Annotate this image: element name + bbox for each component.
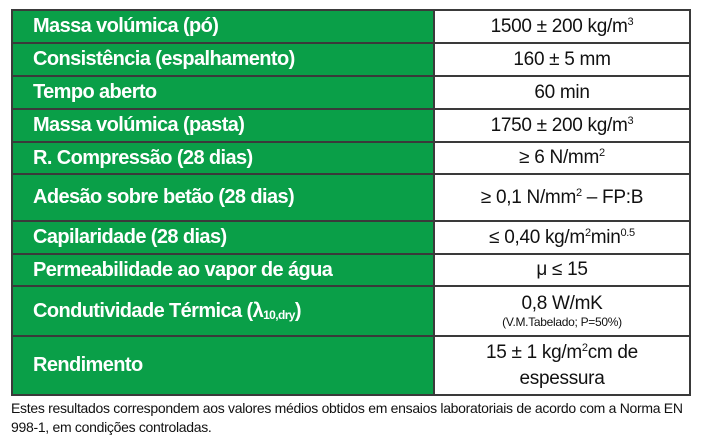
table-row: Consistência (espalhamento) 160 ± 5 mm: [11, 42, 691, 77]
table-row: Massa volúmica (pasta) 1750 ± 200 kg/m3: [11, 108, 691, 143]
property-value: ≥ 6 N/mm2: [433, 141, 691, 175]
property-label: Adesão sobre betão (28 dias): [11, 173, 435, 222]
property-value: 60 min: [433, 75, 691, 110]
property-value: ≤ 0,40 kg/m2min0.5: [433, 220, 691, 255]
table-row: R. Compressão (28 dias) ≥ 6 N/mm2: [11, 141, 691, 175]
property-value: 0,8 W/mK (V.M.Tabelado; P=50%): [433, 285, 691, 337]
property-label: Condutividade Térmica (λ10,dry): [11, 285, 435, 337]
property-label: R. Compressão (28 dias): [11, 141, 435, 175]
property-value: 1750 ± 200 kg/m3: [433, 108, 691, 143]
table-row: Massa volúmica (pó) 1500 ± 200 kg/m3: [11, 9, 691, 44]
property-value: μ ≤ 15: [433, 253, 691, 287]
properties-table: Massa volúmica (pó) 1500 ± 200 kg/m3 Con…: [11, 9, 691, 396]
value-note: (V.M.Tabelado; P=50%): [502, 314, 622, 329]
property-value: 15 ± 1 kg/m2cm de espessura: [433, 335, 691, 396]
table-row: Capilaridade (28 dias) ≤ 0,40 kg/m2min0.…: [11, 220, 691, 255]
property-label: Consistência (espalhamento): [11, 42, 435, 77]
property-label: Massa volúmica (pasta): [11, 108, 435, 143]
property-label: Capilaridade (28 dias): [11, 220, 435, 255]
property-value: 160 ± 5 mm: [433, 42, 691, 77]
property-label: Permeabilidade ao vapor de água: [11, 253, 435, 287]
property-value: 1500 ± 200 kg/m3: [433, 9, 691, 44]
property-label: Massa volúmica (pó): [11, 9, 435, 44]
property-value: ≥ 0,1 N/mm2 – FP:B: [433, 173, 691, 222]
footnote: Estes resultados correspondem aos valore…: [11, 400, 683, 435]
property-label: Rendimento: [11, 335, 435, 396]
property-label: Tempo aberto: [11, 75, 435, 110]
table-row: Adesão sobre betão (28 dias) ≥ 0,1 N/mm2…: [11, 173, 691, 222]
table-row: Rendimento 15 ± 1 kg/m2cm de espessura: [11, 335, 691, 396]
table-row: Permeabilidade ao vapor de água μ ≤ 15: [11, 253, 691, 287]
table-row: Tempo aberto 60 min: [11, 75, 691, 110]
table-row: Condutividade Térmica (λ10,dry) 0,8 W/mK…: [11, 285, 691, 337]
